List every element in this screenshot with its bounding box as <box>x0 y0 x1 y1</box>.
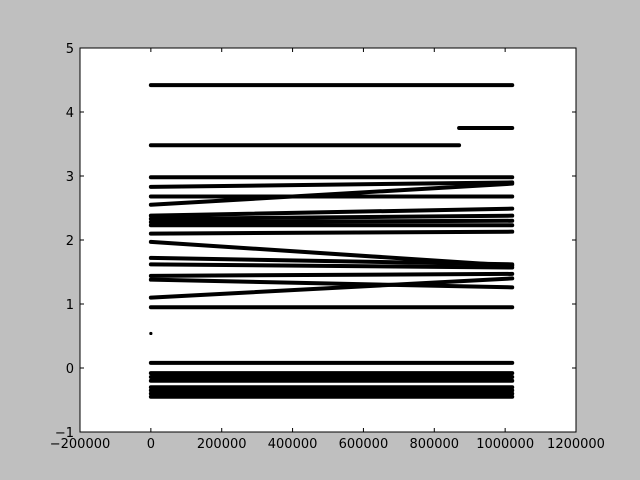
data-point-19 <box>149 331 153 336</box>
y-tick-label: 3 <box>66 170 74 185</box>
data-series-17 <box>148 276 515 300</box>
data-series-11 <box>148 229 515 236</box>
y-tick-label: 4 <box>66 106 74 121</box>
y-tick-label: −1 <box>55 426 74 441</box>
x-tick-label: 400000 <box>268 437 318 452</box>
y-tick-label: 0 <box>66 362 74 377</box>
x-tick-label: 1000000 <box>476 437 534 452</box>
data-series-15 <box>148 271 515 278</box>
x-tick-label: 800000 <box>409 437 459 452</box>
ticks-layer: −200000 0 200000 400000 600000 800000 1000000 1… <box>50 42 605 452</box>
data-series-7 <box>148 206 515 218</box>
plot-area <box>80 48 576 432</box>
data-series-13 <box>148 255 515 267</box>
x-tick-label: 200000 <box>197 437 247 452</box>
x-tick-label: 1200000 <box>547 437 605 452</box>
x-tick-label: −200000 <box>50 437 111 452</box>
y-tick-label: 5 <box>66 42 74 57</box>
x-tick-label: 0 <box>147 437 155 452</box>
data-series-9 <box>148 218 515 225</box>
data-series-4 <box>148 180 515 189</box>
data-series-14 <box>148 262 515 270</box>
y-tick-label: 1 <box>66 298 74 313</box>
y-tick-label: 2 <box>66 234 74 249</box>
data-series-6 <box>148 181 515 207</box>
data-series-8 <box>148 213 515 221</box>
series-layer <box>148 83 515 399</box>
x-tick-label: 600000 <box>339 437 389 452</box>
data-series-16 <box>148 277 515 290</box>
